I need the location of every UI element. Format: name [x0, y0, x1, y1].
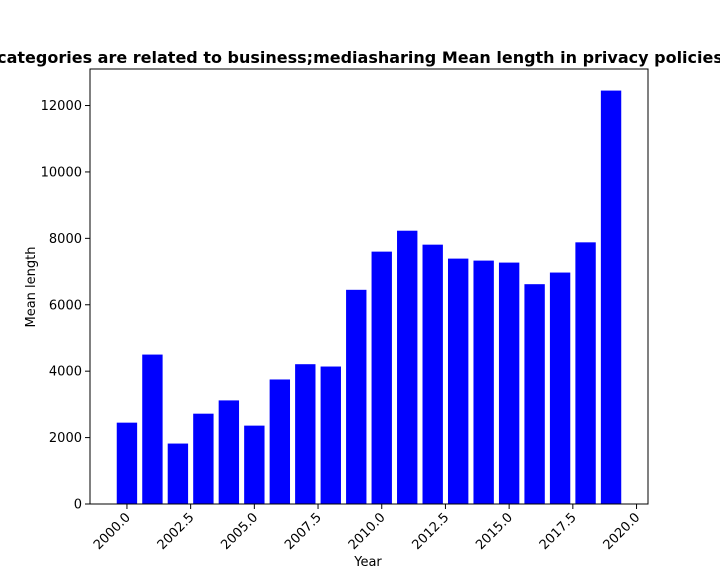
bar-2012	[422, 244, 443, 504]
y-tick-label: 8000	[49, 232, 82, 247]
x-tick-label: 2005.0	[218, 510, 261, 553]
bar-2010	[371, 251, 392, 504]
x-tick-label: 2000.0	[91, 510, 134, 553]
y-tick-label: 2000	[49, 431, 82, 446]
x-tick-label: 2010.0	[346, 510, 389, 553]
bar-2004	[218, 400, 240, 504]
x-tick-label: 2002.5	[155, 510, 198, 553]
x-tick-label: 2015.0	[473, 510, 516, 553]
y-tick-label: 12000	[41, 99, 82, 114]
bar-2019	[600, 90, 622, 504]
y-axis-label: Mean length	[24, 247, 39, 328]
x-tick-label: 2012.5	[409, 510, 452, 553]
bar-2017	[549, 272, 571, 504]
bar-2009	[346, 289, 367, 504]
plot-frame	[89, 68, 649, 505]
y-tick-label: 6000	[49, 298, 82, 313]
bar-2000	[116, 422, 138, 504]
bar-2007	[295, 364, 316, 504]
bars-group	[116, 90, 622, 504]
chart-title: categories are related to business;media…	[0, 48, 720, 67]
bar-2005	[244, 425, 265, 504]
bar-2002	[167, 443, 189, 504]
bar-2016	[524, 284, 545, 504]
y-tick-label: 4000	[49, 365, 82, 380]
x-axis: 2000.0 2002.5 2005.0 2007.5 2010.0 2012.5 2015…	[91, 504, 643, 553]
bar-2018	[575, 242, 596, 504]
bar-2014	[473, 260, 494, 504]
x-tick-label: 2007.5	[282, 510, 325, 553]
bar-2015	[498, 262, 520, 504]
bar-2003	[193, 413, 214, 504]
bar-2006	[269, 379, 291, 504]
y-tick-label: 0	[74, 498, 82, 513]
bar-2001	[142, 354, 163, 504]
bar-2008	[320, 366, 341, 504]
x-tick-label: 2017.5	[537, 510, 580, 553]
y-axis: 0 2000 4000 6000 8000 10000 12000	[41, 99, 90, 513]
x-tick-label: 2020.0	[601, 510, 644, 553]
x-axis-label: Year	[353, 555, 382, 570]
y-tick-label: 10000	[41, 165, 82, 180]
bar-2011	[397, 230, 418, 504]
bar-2013	[447, 258, 469, 504]
